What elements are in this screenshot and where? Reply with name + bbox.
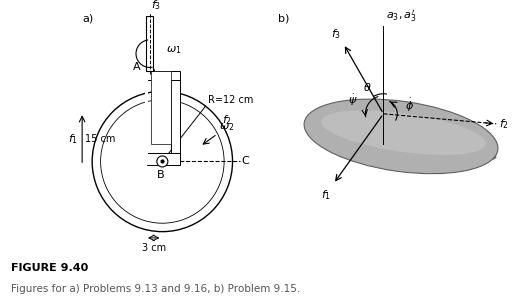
Text: $f_2$: $f_2$ — [222, 114, 232, 127]
Bar — [145, 71, 147, 165]
Bar — [146, 16, 153, 71]
Bar — [151, 71, 171, 144]
Circle shape — [92, 91, 232, 232]
Text: $f_3$: $f_3$ — [151, 0, 161, 12]
Text: Figures for a) Problems 9.13 and 9.16, b) Problem 9.15.: Figures for a) Problems 9.13 and 9.16, b… — [11, 284, 300, 294]
Ellipse shape — [304, 99, 498, 174]
Ellipse shape — [306, 127, 496, 161]
Text: FIGURE 9.40: FIGURE 9.40 — [11, 263, 88, 273]
Text: $f_1$: $f_1$ — [321, 188, 332, 201]
Text: $f_2$: $f_2$ — [499, 117, 510, 131]
Text: A: A — [133, 63, 140, 72]
Ellipse shape — [321, 110, 486, 155]
Text: $f_3$: $f_3$ — [331, 27, 341, 41]
Bar — [171, 80, 180, 153]
Text: $\omega_1$: $\omega_1$ — [166, 44, 182, 56]
Circle shape — [100, 100, 224, 223]
Bar — [147, 153, 180, 165]
Text: $\dot{\phi}$: $\dot{\phi}$ — [405, 96, 414, 114]
Text: C: C — [241, 156, 249, 166]
Circle shape — [157, 156, 168, 167]
Text: R=12 cm: R=12 cm — [208, 95, 253, 105]
Text: $a_3, a_3'$: $a_3, a_3'$ — [386, 8, 417, 24]
Text: 3 cm: 3 cm — [142, 243, 166, 253]
Text: $\theta$: $\theta$ — [363, 81, 371, 93]
Text: 15 cm: 15 cm — [85, 134, 116, 144]
Text: $\omega_2$: $\omega_2$ — [219, 121, 234, 133]
Text: $\dot{\psi}$: $\dot{\psi}$ — [347, 92, 357, 108]
Bar — [146, 71, 180, 80]
Text: B: B — [157, 170, 165, 180]
Text: a): a) — [82, 14, 93, 24]
Text: $f_1$: $f_1$ — [68, 132, 78, 146]
Text: b): b) — [278, 14, 289, 24]
